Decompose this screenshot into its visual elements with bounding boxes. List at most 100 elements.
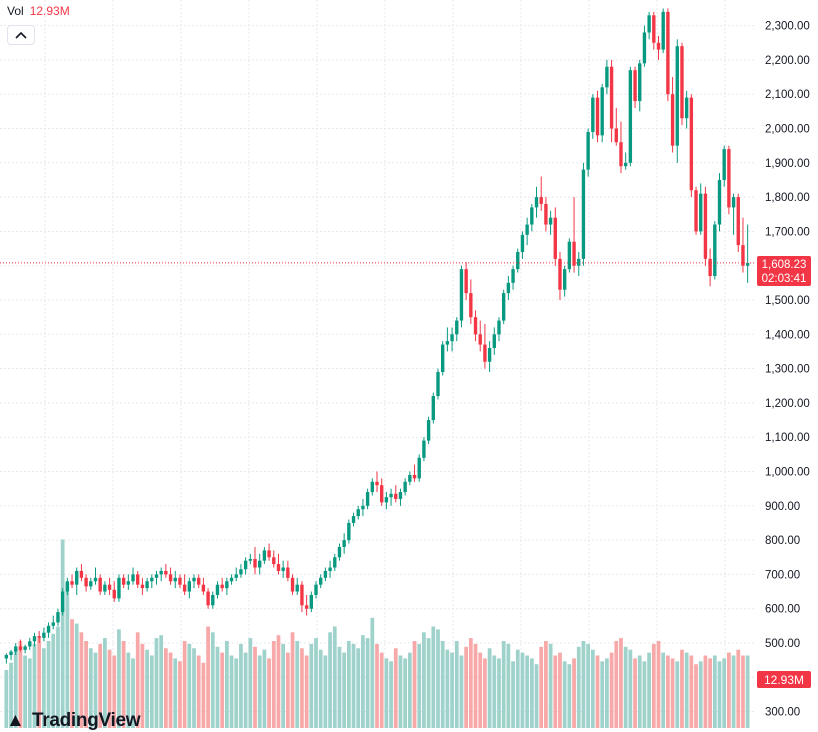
volume-bar (126, 652, 131, 728)
volume-bar (74, 623, 79, 728)
candle-body (75, 570, 79, 585)
candle-body (117, 577, 121, 599)
volume-bar (60, 539, 65, 728)
volume-bars (4, 539, 750, 728)
candle-body (548, 217, 553, 225)
candle-body (356, 509, 360, 517)
candle-body (262, 550, 267, 561)
candle-body (4, 655, 9, 659)
volume-bar (323, 655, 328, 728)
volume-bar (647, 652, 652, 728)
candle-body (60, 591, 65, 613)
volume-bar (182, 641, 187, 728)
candle-body (276, 564, 281, 571)
volume-bar (328, 632, 332, 728)
candle-body (197, 577, 201, 585)
candle-body (295, 584, 299, 592)
volume-bar (267, 658, 271, 728)
candle-body (286, 567, 290, 578)
candle-body (89, 581, 93, 587)
volume-bar (614, 641, 619, 728)
candle-body (703, 193, 708, 259)
price-tick-label: 1,300.00 (765, 364, 810, 376)
candle-body (675, 46, 679, 146)
candle-body (623, 162, 628, 167)
volume-bar (417, 643, 422, 728)
candle-body (126, 581, 131, 585)
volume-bar (478, 652, 483, 728)
volume-bar (187, 643, 192, 728)
volume-bar (51, 633, 56, 728)
volume-bar (506, 643, 511, 728)
candle-body (511, 269, 515, 283)
candle-body (455, 320, 459, 335)
candle-body (633, 70, 637, 102)
logo-text: TradingView (32, 710, 141, 731)
collapse-legend-button[interactable] (7, 25, 35, 45)
candle-body (253, 558, 257, 568)
volume-bar (717, 661, 722, 728)
candle-body (717, 179, 722, 225)
candle-body (530, 207, 534, 225)
candle-body (722, 149, 726, 180)
price-axis[interactable]: 1,500.001,600.001,700.001,800.001,900.00… (765, 21, 810, 719)
volume-bar (562, 661, 567, 728)
volume-bar (46, 641, 51, 728)
tradingview-logo[interactable]: ▲ TradingView (6, 710, 141, 732)
candle-body (661, 11, 665, 50)
volume-bar (140, 643, 145, 728)
volume-bar (220, 652, 225, 728)
volume-badge-value: 12.93M (763, 673, 805, 687)
candle-body (337, 546, 342, 558)
candle-body (84, 577, 88, 587)
volume-bar (431, 626, 436, 728)
volume-bar (680, 649, 684, 728)
price-tick-label: 1,800.00 (765, 192, 810, 204)
candle-body (46, 625, 51, 633)
candle-body (553, 217, 557, 259)
countdown-timer: 02:03:41 (761, 273, 807, 285)
candle-body (731, 197, 736, 208)
candle-body (694, 190, 698, 232)
volume-bar (689, 655, 694, 728)
candle-body (309, 594, 314, 609)
candle-body (394, 493, 398, 499)
price-tick-label: 600.00 (765, 604, 800, 616)
volume-bar (656, 641, 661, 728)
candle-body (619, 142, 623, 167)
candle-body (215, 584, 220, 595)
candle-body (93, 577, 98, 582)
volume-bar (224, 641, 229, 728)
volume-bar (163, 648, 168, 728)
candle-body (328, 567, 332, 571)
volume-bar (93, 652, 98, 728)
candle-body (79, 570, 84, 578)
volume-bar (9, 662, 13, 728)
candle-body (628, 70, 633, 163)
candle-body (473, 317, 478, 335)
candle-body (375, 481, 379, 486)
volume-bar (694, 664, 698, 728)
volume-bar (154, 638, 159, 728)
candle-body (567, 241, 572, 270)
price-tick-label: 2,000.00 (765, 124, 810, 136)
candle-body (192, 577, 196, 582)
volume-bar (239, 643, 243, 728)
volume-bar (65, 583, 70, 728)
volume-bar (389, 661, 393, 728)
candle-body (107, 584, 112, 590)
candle-body (647, 15, 651, 33)
candle-body (656, 42, 661, 50)
candle-body (145, 581, 149, 589)
candle-body (459, 269, 464, 321)
candle-body (351, 516, 356, 523)
volume-bar (295, 641, 300, 728)
tv-logo-icon: ▲ (6, 710, 25, 731)
candle-body (708, 258, 712, 276)
volume-bar (722, 658, 727, 728)
volume-bar (684, 652, 689, 728)
volume-bar (337, 646, 342, 728)
volume-bar (370, 617, 375, 728)
grid-lines (0, 0, 755, 728)
